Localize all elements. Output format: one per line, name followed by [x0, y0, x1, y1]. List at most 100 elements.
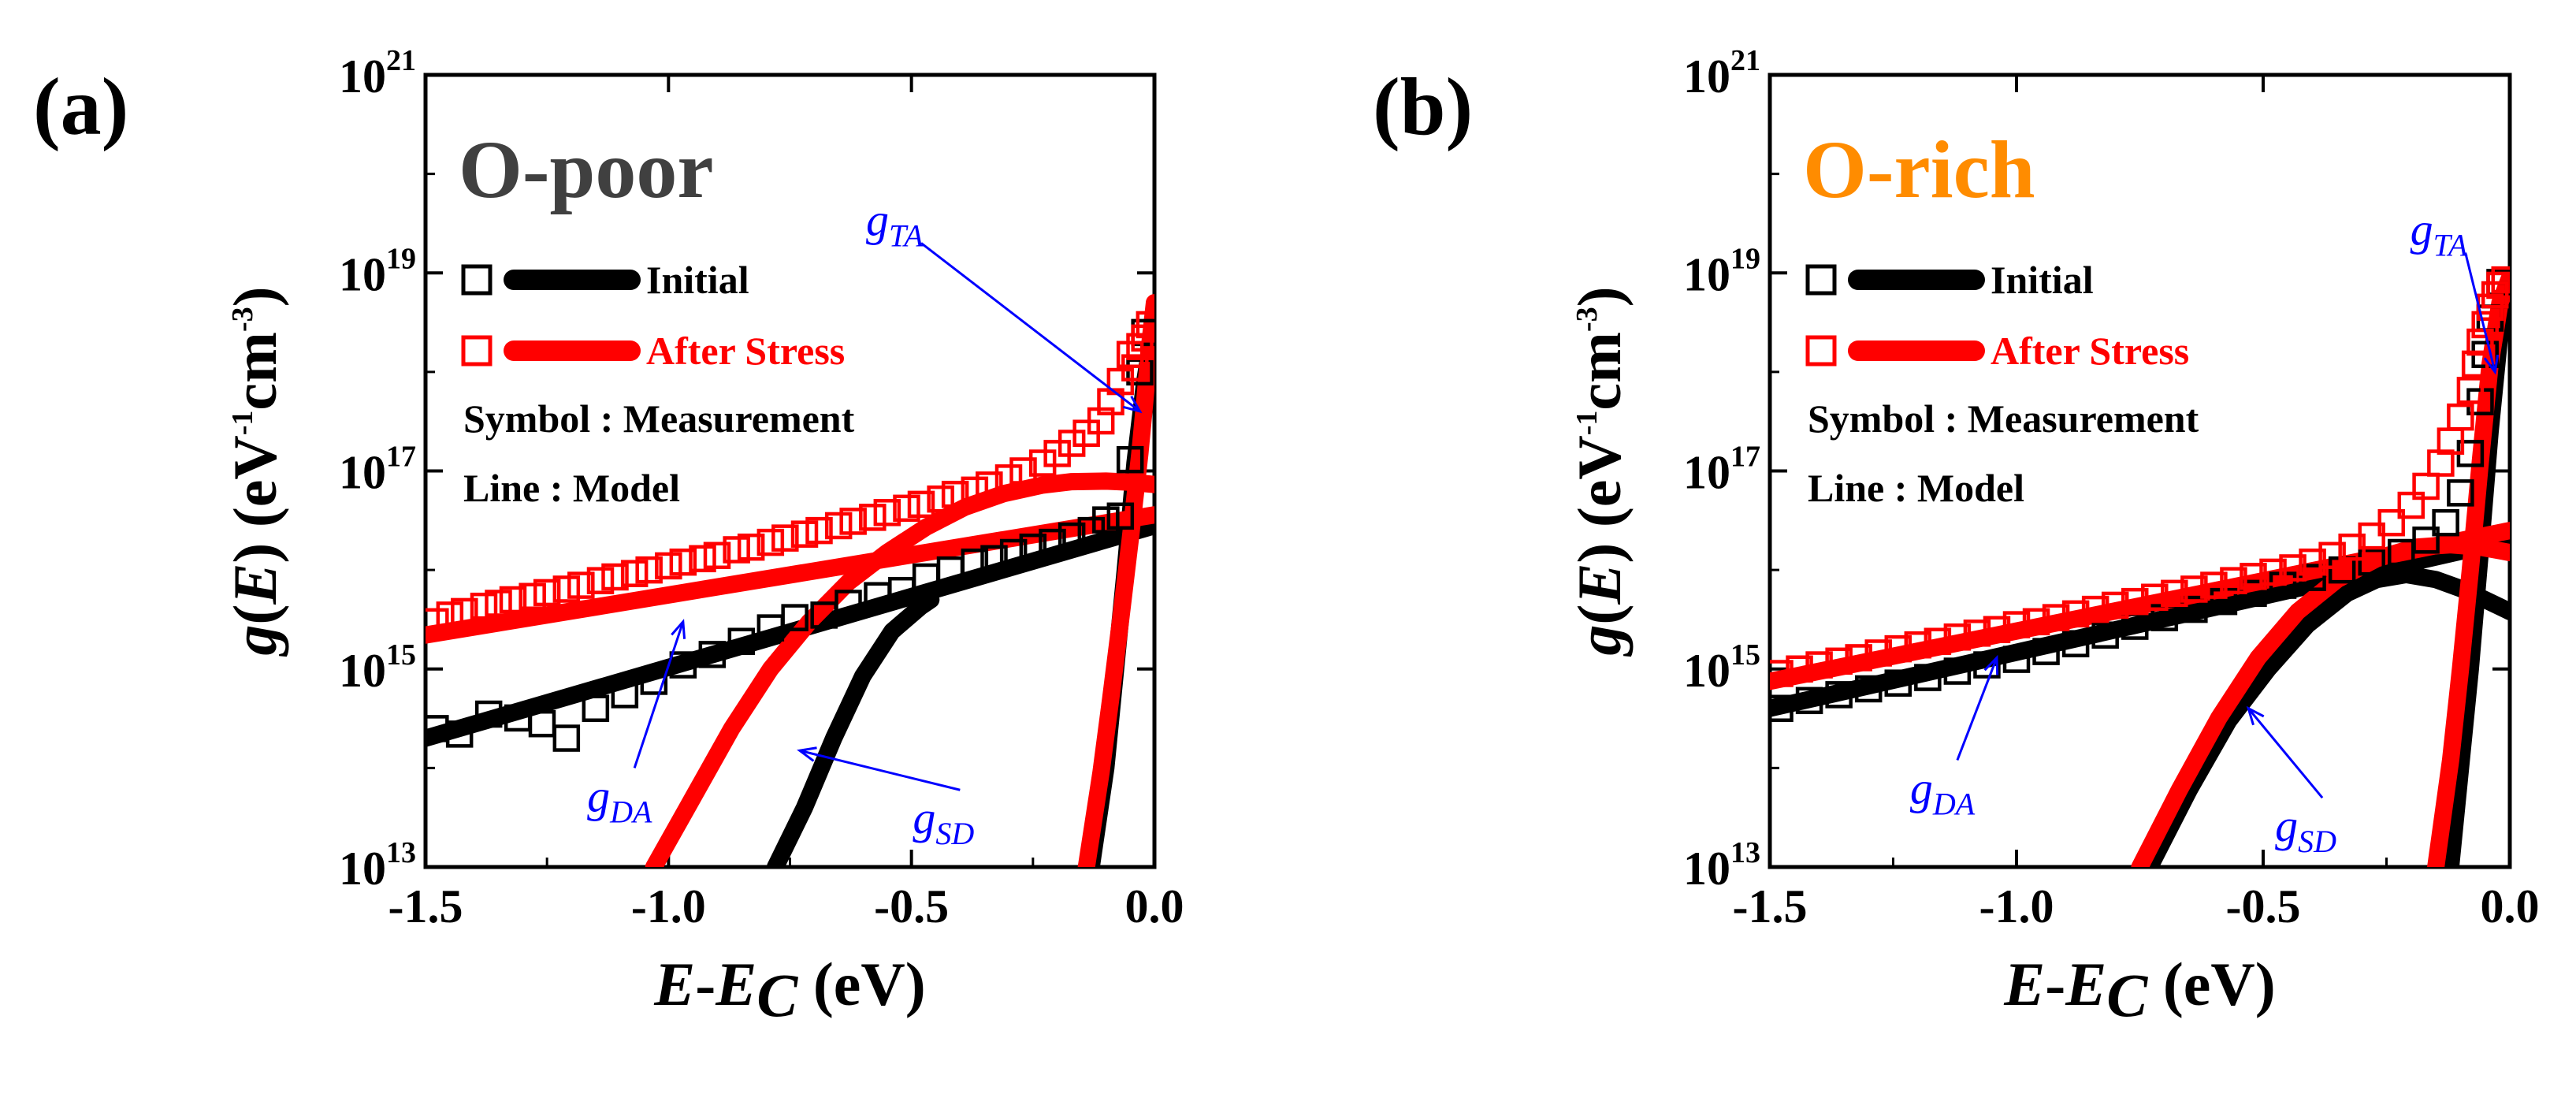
data-point-after-stress [2412, 472, 2440, 500]
data-point-after-stress [756, 528, 785, 556]
model-line-initial-g-da-model [1770, 531, 2510, 717]
data-point-after-stress [533, 579, 561, 607]
data-point-after-stress [485, 590, 512, 617]
model-line-after-stress-g-sd-model [2131, 536, 2510, 867]
data-point-after-stress [669, 548, 697, 576]
data-point-after-stress [805, 516, 833, 545]
data-point-after-stress [2141, 583, 2169, 612]
data-point-after-stress [1884, 634, 1912, 663]
data-point-initial [1770, 694, 1794, 722]
data-point-initial [2032, 638, 2060, 665]
data-point-after-stress [2240, 563, 2267, 590]
data-point-after-stress [737, 533, 765, 561]
data-point-initial [582, 694, 610, 722]
data-point-after-stress [1825, 647, 1853, 675]
annotation-arrow [1956, 657, 1998, 761]
panel-label: (b) [1373, 61, 1473, 152]
data-point-after-stress [2318, 541, 2346, 570]
data-point-after-stress [2022, 608, 2050, 636]
data-point-after-stress [2081, 595, 2109, 623]
chart-panel-a: (a) -1.5 -1.0 -0.5 0.0 1013 1015 1017 1019 1021 E-… [33, 44, 1184, 1029]
model-line-initial-g-sd-model [767, 590, 940, 867]
data-point-initial [835, 590, 862, 617]
data-point-after-stress [1106, 367, 1135, 396]
data-point-after-stress [941, 480, 969, 508]
data-point-after-stress [601, 563, 629, 591]
y-axis-title: g(E) (eV-1cm-3) [221, 286, 289, 657]
chart-panel-b: (b) -1.5 -1.0 -0.5 0.0 1013 1015 1017 1019 1021 E-… [1373, 44, 2540, 1029]
data-point-after-stress [790, 520, 819, 548]
annotation-arrow [2247, 707, 2324, 799]
data-point-initial [1795, 687, 1823, 715]
data-point-after-stress [2042, 604, 2070, 631]
data-point-after-stress [2101, 591, 2129, 620]
data-point-initial [474, 700, 503, 728]
data-point-initial [2358, 548, 2385, 576]
data-point-after-stress [2299, 548, 2326, 576]
data-point-initial [1116, 445, 1144, 474]
data-point-after-stress [1924, 627, 1952, 655]
data-point-after-stress [1983, 616, 2011, 644]
annotation-arrowhead [2483, 354, 2500, 375]
data-point-initial [781, 604, 808, 631]
data-point-after-stress [2061, 600, 2090, 628]
legend-marker [461, 335, 493, 367]
data-point-after-stress [893, 494, 920, 523]
annotation-arrowhead [1983, 654, 1999, 675]
data-point-initial [2180, 595, 2208, 623]
sample-label: O-rich [1803, 125, 2035, 215]
data-point-initial [640, 668, 668, 695]
y-tick-label: 1015 [1683, 638, 1760, 697]
data-point-initial [552, 724, 581, 752]
data-point-after-stress [2259, 558, 2287, 586]
data-point-after-stress [2279, 554, 2307, 582]
data-point-after-stress [873, 499, 901, 527]
note-text: Symbol : Measurement [463, 396, 855, 441]
panel-label: (a) [33, 61, 128, 152]
data-point-initial [528, 709, 556, 738]
data-point-after-stress [620, 560, 649, 587]
annotation-g-da: gDA [1910, 762, 1976, 821]
data-point-after-stress [907, 490, 935, 519]
data-point-after-stress [1028, 449, 1057, 477]
data-point-after-stress [723, 536, 750, 564]
sample-label: O-poor [459, 125, 714, 215]
data-point-after-stress [703, 541, 731, 570]
y-tick-label: 1015 [339, 638, 416, 697]
annotation-arrowhead [797, 746, 817, 762]
data-point-after-stress [961, 476, 989, 504]
data-point-initial [2432, 508, 2459, 537]
data-point-after-stress [586, 567, 615, 594]
data-point-initial [1914, 664, 1942, 691]
data-point-after-stress [519, 582, 546, 610]
data-point-after-stress [1943, 623, 1972, 651]
data-point-initial [1058, 522, 1086, 550]
data-point-initial [1973, 651, 2001, 679]
x-axis-title: E-EC (eV) [2003, 950, 2275, 1029]
x-tick-label: 0.0 [1125, 880, 1184, 932]
data-point-after-stress [436, 601, 464, 629]
annotation-arrowhead [1122, 395, 1143, 414]
annotation-g-da: gDA [587, 770, 652, 829]
data-point-after-stress [1131, 324, 1154, 352]
x-tick-label: -1.5 [1733, 880, 1808, 932]
data-point-after-stress [927, 485, 954, 513]
data-point-after-stress [470, 592, 498, 620]
data-point-after-stress [1121, 354, 1149, 381]
legend-label: After Stress [1991, 329, 2189, 373]
data-point-initial [698, 641, 727, 668]
data-point-initial [980, 545, 1008, 573]
model-line-after-stress-g-sd-model [645, 472, 1154, 867]
data-point-after-stress [2200, 571, 2228, 599]
data-point-after-stress [1845, 644, 1872, 672]
data-point-initial [445, 720, 474, 748]
data-point-after-stress [2180, 575, 2208, 603]
data-point-after-stress [1770, 660, 1794, 687]
model-line-after-stress-g-da-model [426, 506, 1154, 644]
data-point-after-stress [994, 464, 1023, 492]
data-point-after-stress [1805, 651, 1833, 679]
data-point-initial [2061, 630, 2090, 657]
note-text: Symbol : Measurement [1808, 396, 2199, 441]
annotation-arrowhead [671, 619, 686, 639]
data-point-after-stress [689, 545, 716, 573]
